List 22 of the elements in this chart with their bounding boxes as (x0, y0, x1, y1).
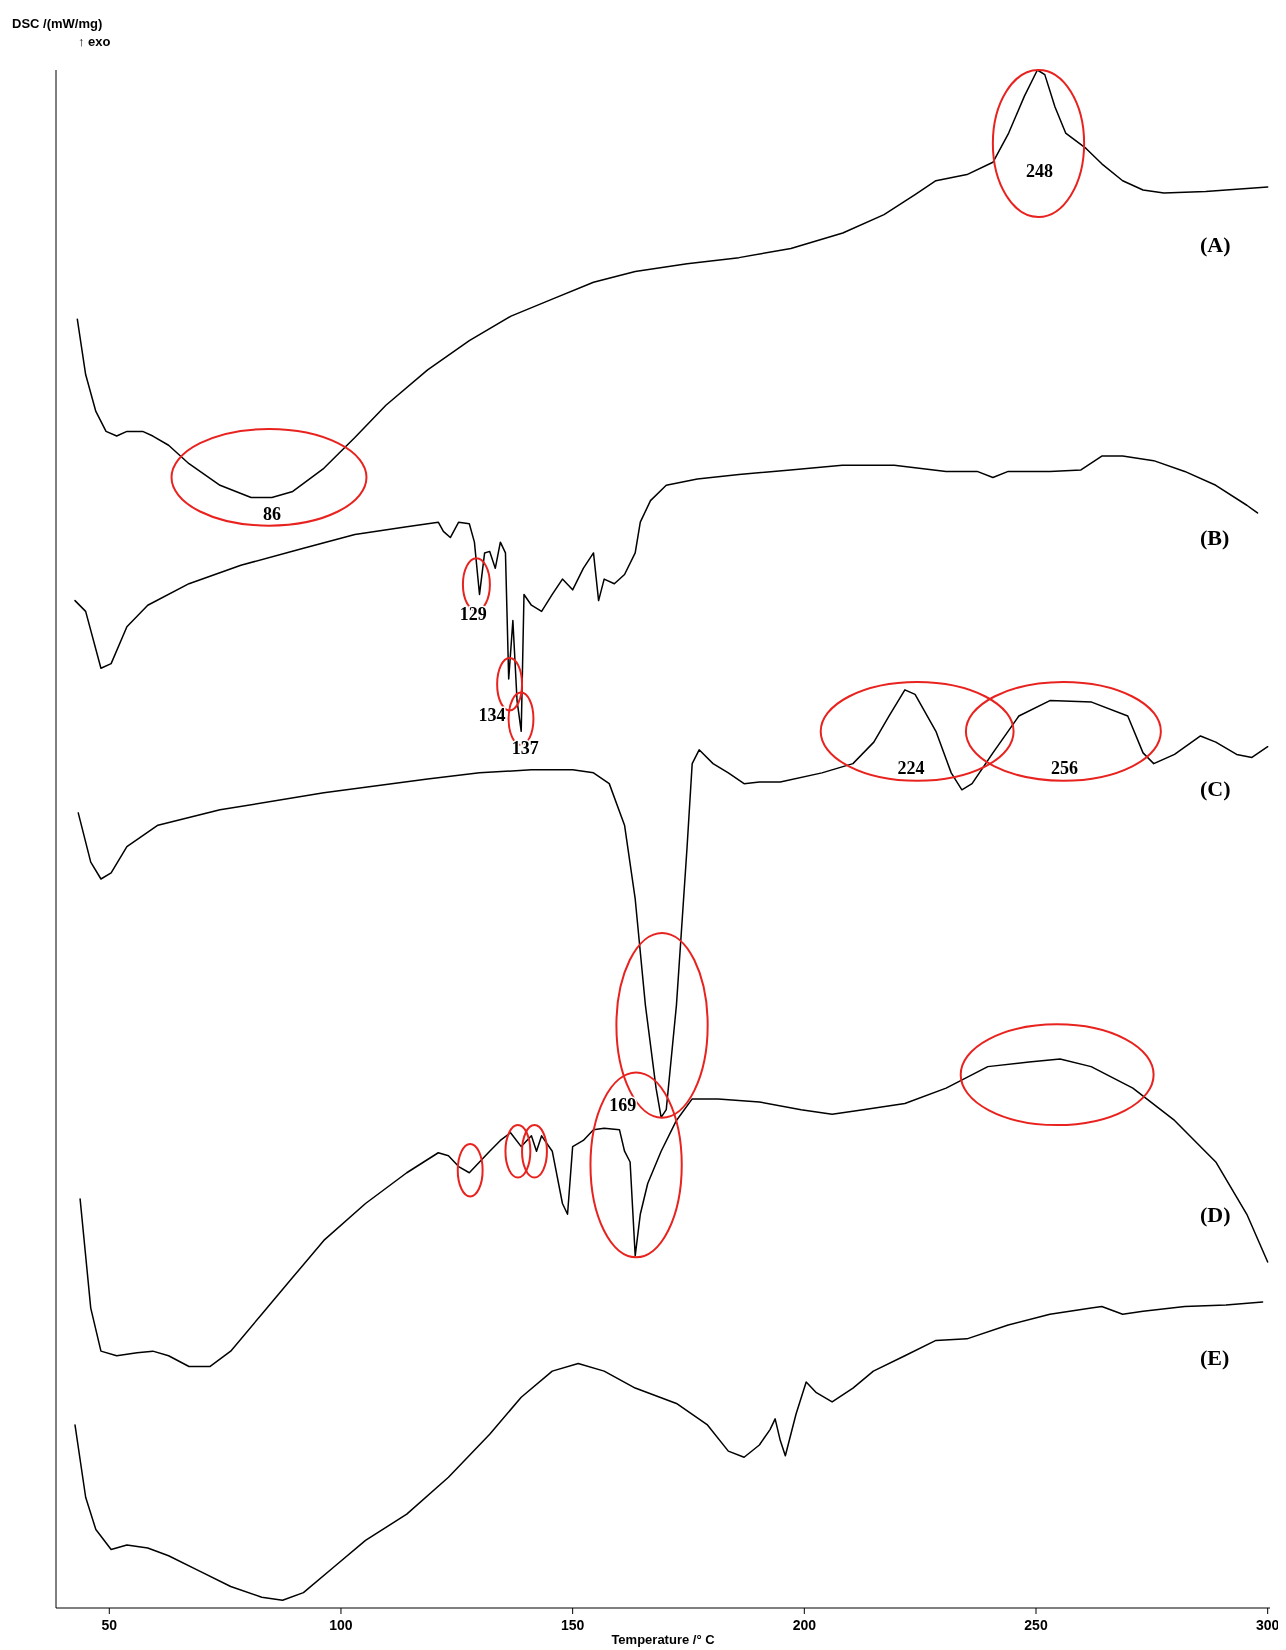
series-label: (C) (1200, 775, 1231, 801)
x-tick-label: 100 (329, 1617, 353, 1633)
annotation: 134 (478, 704, 506, 725)
series-label: (E) (1200, 1345, 1230, 1371)
annotation: 224 (897, 758, 925, 779)
x-tick-label: 200 (792, 1617, 817, 1633)
x-tick-label: 150 (560, 1617, 585, 1633)
annotation: 256 (1050, 758, 1078, 779)
series-label: (B) (1200, 525, 1230, 551)
annotation: 169 (609, 1095, 637, 1116)
y-axis-title: DSC /(mW/mg) (12, 16, 103, 31)
annotation: 86 (263, 504, 282, 525)
x-tick-label: 300 (1256, 1617, 1280, 1633)
series-label: (D) (1200, 1201, 1231, 1227)
x-tick-label: 50 (101, 1617, 118, 1633)
series-label: (A) (1200, 231, 1231, 257)
text: ↑ exo (78, 34, 111, 49)
annotation: 129 (459, 604, 487, 625)
x-axis-title: Temperature /° C (611, 1632, 716, 1647)
x-tick-label: 250 (1024, 1617, 1048, 1633)
annotation: 248 (1026, 161, 1054, 182)
annotation: 137 (511, 738, 539, 759)
